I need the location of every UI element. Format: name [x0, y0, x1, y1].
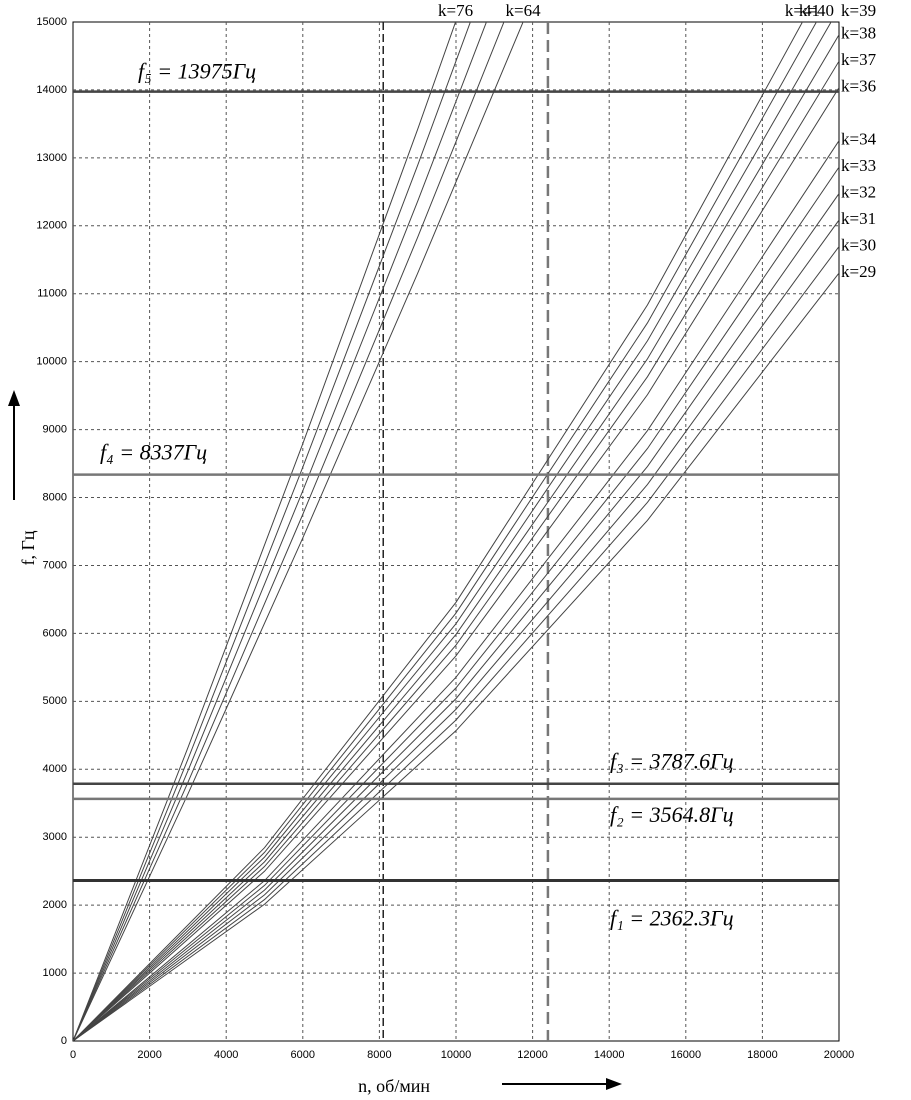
x-tick-label: 4000 [214, 1049, 238, 1061]
series-line [73, 34, 839, 1041]
series-line [73, 22, 457, 1041]
reference-label: f₄ = 8337Гц [100, 440, 207, 465]
y-tick-label: 15000 [36, 16, 67, 28]
x-tick-label: 0 [70, 1049, 76, 1061]
y-tick-label: 5000 [43, 695, 67, 707]
x-tick-label: 18000 [747, 1049, 778, 1061]
y-tick-label: 6000 [43, 627, 67, 639]
series-line [73, 219, 839, 1041]
y-tick-label: 13000 [36, 152, 67, 164]
y-tick-label: 14000 [36, 84, 67, 96]
y-tick-label: 11000 [37, 288, 67, 300]
series-line [73, 140, 839, 1041]
grid: 0 2000 4000 6000 8000 10000 12000 14000 16000 180… [36, 16, 854, 1061]
y-tick-label: 12000 [36, 220, 67, 232]
y-tick-label: 10000 [36, 356, 67, 368]
y-tick-label: 2000 [43, 899, 67, 911]
x-tick-label: 6000 [291, 1049, 315, 1061]
y-tick-label: 4000 [43, 763, 67, 775]
y-tick-label: 3000 [43, 831, 67, 843]
series-label: k=36 [841, 77, 876, 96]
series-lines [73, 22, 839, 1041]
series-label: k=38 [841, 24, 876, 43]
x-tick-label: 10000 [441, 1049, 472, 1061]
series-label: k=32 [841, 183, 876, 202]
series-line [73, 60, 839, 1041]
series-line [73, 22, 817, 1041]
series-label: k=34 [841, 130, 877, 149]
labels: k=29 k=30 k=31 k=32 k=33 k=34 k=36 k=37 k=38 k=39… [100, 1, 877, 931]
series-label: k=39 [841, 1, 876, 20]
series-line [73, 87, 839, 1041]
series-line [73, 166, 839, 1041]
series-label: k=40 [799, 1, 834, 20]
y-tick-label: 9000 [43, 424, 67, 436]
series-line [73, 246, 839, 1041]
x-tick-label: 2000 [137, 1049, 161, 1061]
x-axis-label: n, об/мин [358, 1076, 430, 1096]
reference-label: f₁ = 2362.3Гц [610, 906, 734, 931]
series-label: k=33 [841, 156, 876, 175]
series-line [73, 272, 839, 1041]
reference-label: f₅ = 13975Гц [138, 59, 256, 84]
y-tick-label: 1000 [43, 967, 67, 979]
y-arrow [8, 390, 20, 500]
x-tick-label: 8000 [367, 1049, 391, 1061]
x-tick-label: 14000 [594, 1049, 625, 1061]
y-tick-label: 8000 [43, 491, 67, 503]
series-label: k=29 [841, 262, 876, 281]
series-line [73, 22, 505, 1041]
series-line [73, 22, 471, 1041]
series-line [73, 22, 524, 1041]
series-line [73, 22, 832, 1041]
y-tick-label: 7000 [43, 559, 67, 571]
series-label: k=31 [841, 209, 876, 228]
series-label: k=37 [841, 50, 877, 69]
y-tick-label: 0 [61, 1035, 67, 1047]
series-line [73, 22, 804, 1041]
series-label: k=76 [438, 1, 473, 20]
reference-label: f₃ = 3787.6Гц [610, 749, 734, 774]
series-label: k=30 [841, 235, 876, 254]
x-tick-label: 20000 [824, 1049, 855, 1061]
series-line [73, 22, 487, 1041]
x-arrow [502, 1078, 622, 1090]
series-label: k=41 [785, 1, 820, 20]
reference-label: f₂ = 3564.8Гц [610, 802, 734, 827]
series-line [73, 193, 839, 1041]
y-axis-label: f, Гц [18, 530, 38, 565]
x-tick-label: 16000 [671, 1049, 702, 1061]
series-label: k=64 [506, 1, 542, 20]
x-tick-label: 12000 [517, 1049, 548, 1061]
